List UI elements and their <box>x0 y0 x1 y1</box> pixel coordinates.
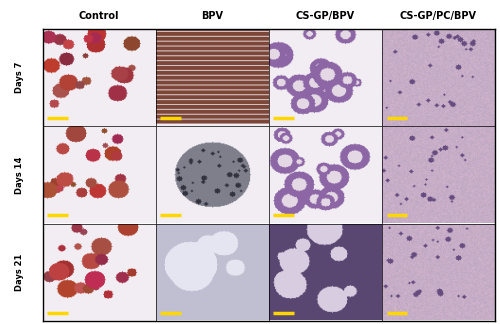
Text: Control: Control <box>79 11 120 21</box>
Text: Days 14: Days 14 <box>14 156 24 194</box>
Text: Days 21: Days 21 <box>14 253 24 291</box>
Text: CS-GP/BPV: CS-GP/BPV <box>296 11 355 21</box>
Text: CS-GP/PC/BPV: CS-GP/PC/BPV <box>400 11 477 21</box>
Text: Days 7: Days 7 <box>14 62 24 93</box>
Text: BPV: BPV <box>201 11 223 21</box>
